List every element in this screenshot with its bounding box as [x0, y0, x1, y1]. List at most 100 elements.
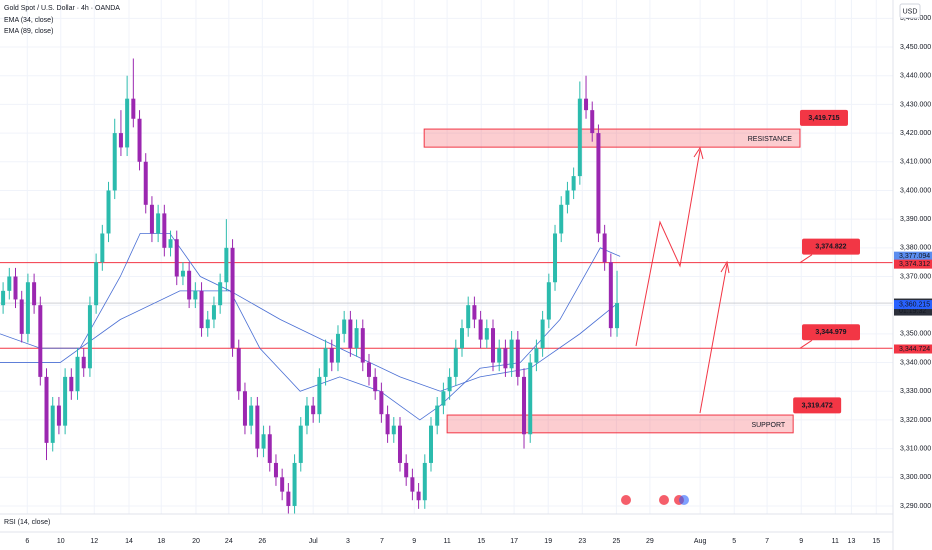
x-tick-label: 15 [477, 538, 485, 545]
candle-body [559, 204, 564, 234]
candle-body [577, 98, 582, 177]
candle-body [25, 282, 30, 334]
candle-body [106, 190, 111, 234]
x-tick-label: 18 [157, 538, 165, 545]
candle-body [453, 348, 458, 377]
candle-body [584, 98, 589, 111]
x-tick-label: 9 [412, 538, 416, 545]
x-tick-label: 5 [732, 538, 736, 545]
x-tick-label: 12 [90, 538, 98, 545]
candle-body [441, 391, 446, 406]
price-tag-label: 3,377.094 [899, 253, 930, 260]
candle-body [199, 290, 204, 329]
price-flag [802, 324, 860, 341]
candle-body [590, 110, 595, 134]
candle-body [13, 276, 18, 300]
candle-body [273, 462, 278, 478]
arrow [699, 263, 728, 414]
candle-body [354, 328, 359, 349]
countdown: 01:19:32 [899, 308, 926, 315]
candle-body [100, 233, 105, 263]
candle-body [50, 405, 55, 443]
candle-body [298, 425, 303, 463]
currency: USD [903, 8, 918, 15]
candle-body [156, 213, 161, 234]
candle-body [19, 299, 24, 334]
x-tick-label: 26 [258, 538, 266, 545]
candle-body [342, 319, 347, 334]
y-tick-label: 3,390.000 [900, 216, 931, 223]
candle-body [565, 190, 570, 205]
x-tick-label: 6 [25, 538, 29, 545]
candle-body [131, 98, 136, 119]
ema-line [0, 233, 621, 421]
candle-body [230, 247, 235, 349]
candle-body [56, 405, 61, 426]
candle-body [180, 270, 185, 277]
candle-body [174, 239, 179, 277]
currency-box[interactable] [899, 3, 921, 19]
arrow [635, 149, 701, 347]
x-tick-label: 10 [57, 538, 65, 545]
candle-body [515, 339, 520, 377]
candle-body [187, 270, 192, 300]
candle-body [38, 305, 43, 377]
candle-body [75, 356, 80, 392]
x-tick-label: 13 [848, 538, 856, 545]
x-tick-label: 7 [380, 538, 384, 545]
arrow-head [720, 260, 730, 274]
candle-body [528, 362, 533, 435]
x-tick-label: 9 [799, 538, 803, 545]
y-tick-label: 3,420.000 [900, 130, 931, 137]
y-tick-label: 3,430.000 [900, 101, 931, 108]
candle-body [94, 262, 99, 306]
candle-body [280, 477, 285, 492]
candle-body [137, 118, 142, 162]
candle-body [553, 233, 558, 283]
candle-body [44, 376, 49, 443]
candle-body [404, 462, 409, 478]
candle-body [1, 290, 6, 306]
candle-body [149, 204, 154, 234]
candle-body [143, 161, 148, 205]
x-tick-label: 29 [646, 538, 654, 545]
x-tick-label: 17 [510, 538, 518, 545]
candle-body [410, 477, 415, 492]
rsi-label: RSI (14, close) [4, 519, 50, 526]
y-tick-label: 3,320.000 [900, 417, 931, 424]
candle-body [509, 339, 514, 369]
price-tag [894, 251, 932, 261]
candle-body [125, 98, 130, 148]
candle-body [317, 376, 322, 415]
price-tag [894, 259, 932, 269]
zone [423, 128, 801, 148]
candle-body [416, 491, 421, 501]
candle-body [286, 491, 291, 506]
candle-body [360, 328, 365, 363]
indicator-legend: EMA (89, close) [4, 28, 53, 35]
candle-body [460, 328, 465, 349]
candle-body [491, 328, 496, 363]
candle-body [224, 247, 229, 283]
price-flag [799, 109, 848, 126]
zone-label: SUPPORT [751, 422, 785, 429]
y-tick-label: 3,310.000 [900, 445, 931, 452]
event-icons [621, 495, 689, 505]
arrows [635, 146, 730, 414]
price-flag [793, 397, 842, 414]
y-tick-label: 3,290.000 [900, 503, 931, 510]
y-tick-label: 3,330.000 [900, 388, 931, 395]
candle-body [540, 319, 545, 349]
price-flag-label: 3,419.715 [808, 115, 839, 122]
candle-body [323, 348, 328, 377]
candle-body [472, 305, 477, 320]
candle-body [236, 348, 241, 392]
candle-body [249, 405, 254, 426]
candle-body [447, 376, 452, 392]
x-tick-label: 24 [225, 538, 233, 545]
y-tick-label: 3,370.000 [900, 273, 931, 280]
candle-body [596, 133, 601, 234]
price-flag [802, 238, 860, 255]
candle-body [546, 282, 551, 320]
